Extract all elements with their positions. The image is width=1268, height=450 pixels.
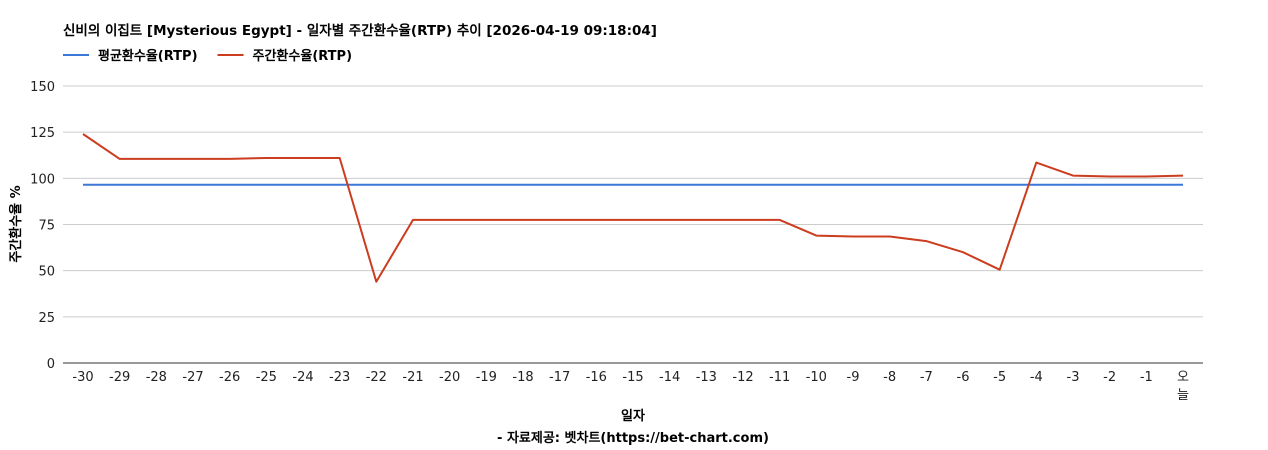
x-tick-label: -10 (806, 370, 827, 385)
x-tick-label: -24 (292, 370, 313, 385)
x-tick-label: -22 (366, 370, 387, 385)
x-tick-label: -11 (769, 370, 790, 385)
x-tick-label: -1 (1140, 370, 1153, 385)
gridlines (63, 85, 1203, 364)
x-tick-label: -25 (256, 370, 277, 385)
y-tick-label: 75 (38, 219, 55, 234)
x-tick-label: -26 (219, 370, 240, 385)
x-tick-label: -3 (1067, 370, 1080, 385)
x-tick-label: -18 (512, 370, 533, 385)
x-tick-label: -16 (586, 370, 607, 385)
x-tick-label: -23 (329, 370, 350, 385)
x-tick-label: -8 (883, 370, 896, 385)
x-tick-label: -30 (72, 370, 93, 385)
x-tick-label: -2 (1103, 370, 1116, 385)
y-tick-label: 50 (38, 265, 55, 280)
legend-label: 주간환수율(RTP) (253, 48, 353, 64)
series-line-weekly-rtp (82, 133, 1184, 283)
x-tick-label: -15 (622, 370, 643, 385)
x-tick-label: -5 (993, 370, 1006, 385)
legend-label: 평균환수율(RTP) (98, 48, 198, 64)
x-tick-label: -13 (696, 370, 717, 385)
x-axis-title: 일자 (621, 409, 645, 424)
y-tick-label: 150 (30, 80, 55, 95)
x-tick-label: -6 (957, 370, 970, 385)
y-axis-ticks: 0 25 50 75 100 125 150 (30, 80, 55, 372)
series-lines (82, 133, 1184, 283)
y-axis-title: 주간환수율 % (8, 185, 24, 262)
x-tick-label: -21 (402, 370, 423, 385)
x-tick-label: -27 (182, 370, 203, 385)
y-tick-label: 100 (30, 172, 55, 187)
x-tick-label: -9 (847, 370, 860, 385)
x-tick-label: -19 (476, 370, 497, 385)
y-tick-label: 125 (30, 126, 55, 141)
x-tick-label: -29 (109, 370, 130, 385)
x-tick-label: -4 (1030, 370, 1043, 385)
x-tick-label: -7 (920, 370, 933, 385)
source-credit: - 자료제공: 벳차트(https://bet-chart.com) (497, 430, 769, 446)
x-axis-ticks: -30 -29 -28 -27 -26 -25 -24 -23 -22 -21 -20 -19 -18 -… (72, 370, 1189, 403)
legend: 평균환수율(RTP) 주간환수율(RTP) (63, 48, 352, 64)
y-tick-label: 25 (38, 311, 55, 326)
y-tick-label: 0 (47, 357, 55, 372)
chart-title: 신비의 이집트 [Mysterious Egypt] - 일자별 주간환수율(R… (63, 22, 657, 39)
x-tick-label: -14 (659, 370, 680, 385)
x-tick-label: -12 (732, 370, 753, 385)
x-tick-label: -17 (549, 370, 570, 385)
x-tick-label: -20 (439, 370, 460, 385)
x-tick-label: -28 (146, 370, 167, 385)
